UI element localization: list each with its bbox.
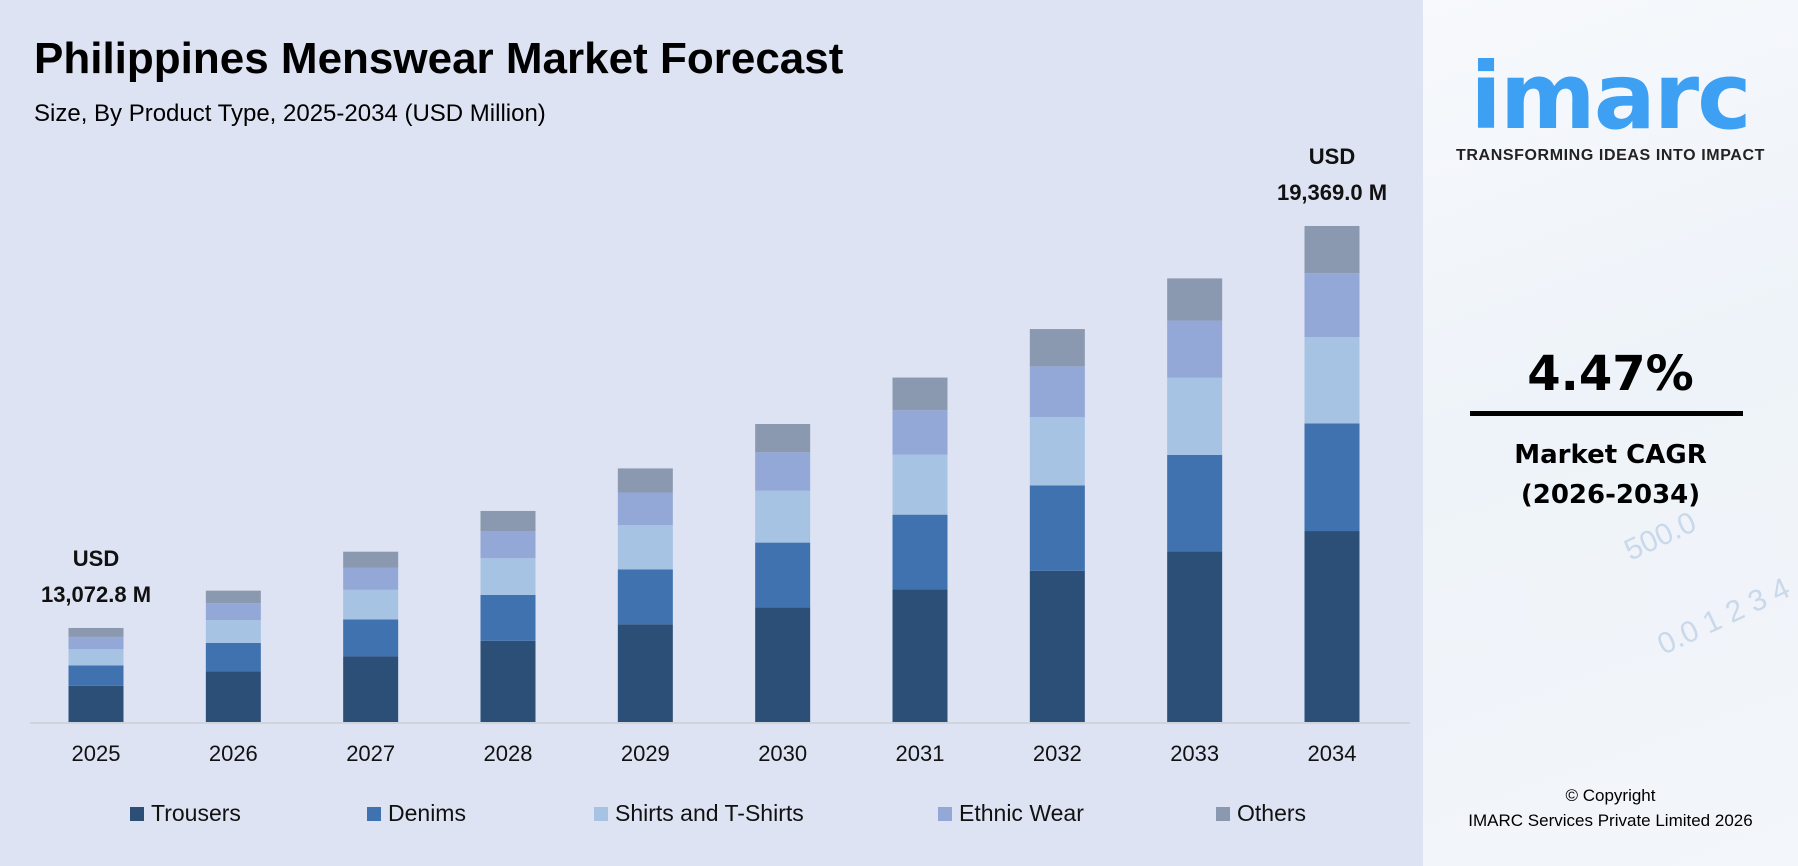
x-tick-label: 2025: [72, 741, 121, 766]
bar-segment-trousers-2030: [755, 607, 811, 722]
value-annotation: 13,072.8 M: [41, 582, 151, 607]
bar-segment-denims-2027: [343, 619, 399, 657]
bar-segment-others-2033: [1167, 278, 1223, 321]
bar-segment-others-2025: [68, 627, 124, 637]
bar-segment-denims-2025: [68, 665, 124, 686]
imarc-logo: imarc: [1470, 43, 1751, 150]
legend-label: Trousers: [151, 800, 241, 826]
bar-segment-denims-2033: [1167, 454, 1223, 552]
bar-segment-shirts-and-t-shirts-2030: [755, 490, 811, 543]
bar-segment-trousers-2032: [1029, 570, 1085, 722]
value-annotation-unit: USD: [73, 546, 119, 571]
bar-segment-ethnic-wear-2025: [68, 636, 124, 650]
x-tick-label: 2026: [209, 741, 258, 766]
bar-segment-trousers-2028: [480, 640, 536, 722]
divider: [1470, 411, 1743, 416]
background-decoration: 0.0 1 2 3 4: [1652, 571, 1795, 662]
bar-segment-shirts-and-t-shirts-2026: [205, 620, 261, 643]
bar-segment-others-2031: [892, 377, 948, 411]
bar-segment-trousers-2026: [205, 671, 261, 722]
x-tick-label: 2032: [1033, 741, 1082, 766]
bar-segment-denims-2034: [1304, 423, 1360, 532]
bar-segment-shirts-and-t-shirts-2027: [343, 589, 399, 620]
cagr-value: 4.47%: [1527, 346, 1694, 402]
bar-segment-others-2032: [1029, 329, 1085, 367]
bar-segment-denims-2031: [892, 514, 948, 590]
bar-segment-trousers-2034: [1304, 531, 1360, 722]
cagr-period: (2026-2034): [1520, 480, 1701, 510]
cagr-label-text: Market CAGR: [1514, 440, 1707, 470]
copyright: © Copyright IMARC Services Private Limit…: [1423, 783, 1798, 833]
bar-segment-trousers-2031: [892, 589, 948, 722]
legend-swatch: [130, 806, 144, 821]
bar-segment-denims-2029: [617, 569, 673, 625]
copyright-text: © Copyright: [1565, 786, 1656, 805]
bar-segment-trousers-2029: [617, 624, 673, 722]
legend: Trousers Denims Shirts and T-Shirts Ethn…: [0, 800, 1423, 830]
x-tick-label: 2030: [758, 741, 807, 766]
legend-swatch: [938, 806, 952, 821]
info-panel: 500.0 0.0 1 2 3 4 imarc TRANSFORMING IDE…: [1423, 0, 1798, 866]
bar-segment-shirts-and-t-shirts-2031: [892, 454, 948, 515]
bar-segment-ethnic-wear-2031: [892, 410, 948, 455]
legend-label: Ethnic Wear: [959, 800, 1084, 826]
legend-label: Denims: [388, 800, 466, 826]
bar-segment-trousers-2033: [1167, 551, 1223, 722]
stacked-bar-chart: 2025 2026 2027 2028 2029 2030 2031 2032 2033 2034…: [30, 144, 1410, 766]
legend-item-others: Others: [1216, 800, 1306, 827]
bar-segment-ethnic-wear-2032: [1029, 366, 1085, 418]
bar-segment-shirts-and-t-shirts-2025: [68, 649, 124, 666]
bar-segment-shirts-and-t-shirts-2033: [1167, 377, 1223, 455]
value-annotation-unit: USD: [1309, 144, 1355, 169]
logo-tagline: TRANSFORMING IDEAS INTO IMPACT: [1456, 147, 1765, 164]
chart-title: Philippines Menswear Market Forecast: [34, 34, 844, 83]
bar-segment-others-2026: [205, 590, 261, 604]
bar-segment-others-2029: [617, 468, 673, 493]
legend-swatch: [594, 806, 608, 821]
bar-segment-trousers-2025: [68, 685, 124, 722]
bar-segment-ethnic-wear-2033: [1167, 320, 1223, 378]
legend-item-trousers: Trousers: [130, 800, 241, 827]
legend-item-denims: Denims: [367, 800, 466, 827]
bar-segment-others-2028: [480, 510, 536, 532]
legend-label: Others: [1237, 800, 1307, 826]
bar-segment-ethnic-wear-2027: [343, 567, 399, 590]
company-name: IMARC Services Private Limited 2026: [1468, 811, 1753, 830]
bar-segment-denims-2026: [205, 642, 261, 672]
x-tick-label: 2028: [484, 741, 533, 766]
bar-segment-shirts-and-t-shirts-2034: [1304, 337, 1360, 424]
legend-swatch: [367, 806, 381, 821]
bar-segment-shirts-and-t-shirts-2032: [1029, 417, 1085, 486]
bar-segment-ethnic-wear-2028: [480, 531, 536, 559]
bar-segment-others-2034: [1304, 225, 1360, 274]
x-tick-label: 2033: [1170, 741, 1219, 766]
cagr-label: Market CAGR (2026-2034): [1423, 435, 1798, 515]
value-annotation: 19,369.0 M: [1277, 180, 1387, 205]
bar-segment-others-2027: [343, 551, 399, 568]
background-decoration: 500.0: [1619, 505, 1702, 568]
chart-subtitle: Size, By Product Type, 2025-2034 (USD Mi…: [34, 100, 546, 127]
x-tick-label: 2034: [1308, 741, 1357, 766]
bar-segment-ethnic-wear-2034: [1304, 273, 1360, 338]
bar-segment-shirts-and-t-shirts-2028: [480, 558, 536, 595]
x-tick-label: 2031: [896, 741, 945, 766]
bar-segment-denims-2032: [1029, 485, 1085, 571]
bar-segment-trousers-2027: [343, 656, 399, 722]
bar-segment-denims-2028: [480, 594, 536, 641]
legend-swatch: [1216, 806, 1230, 821]
x-tick-label: 2027: [346, 741, 395, 766]
legend-item-ethnic-wear: Ethnic Wear: [938, 800, 1084, 827]
bar-segment-ethnic-wear-2030: [755, 452, 811, 491]
bar-segment-shirts-and-t-shirts-2029: [617, 525, 673, 570]
legend-label: Shirts and T-Shirts: [615, 800, 804, 826]
x-tick-label: 2029: [621, 741, 670, 766]
bar-segment-denims-2030: [755, 542, 811, 608]
bar-segment-ethnic-wear-2029: [617, 492, 673, 526]
bar-segment-others-2030: [755, 423, 811, 453]
chart-panel: Philippines Menswear Market Forecast Siz…: [0, 0, 1423, 866]
legend-item-shirts: Shirts and T-Shirts: [594, 800, 804, 827]
bar-segment-ethnic-wear-2026: [205, 603, 261, 621]
